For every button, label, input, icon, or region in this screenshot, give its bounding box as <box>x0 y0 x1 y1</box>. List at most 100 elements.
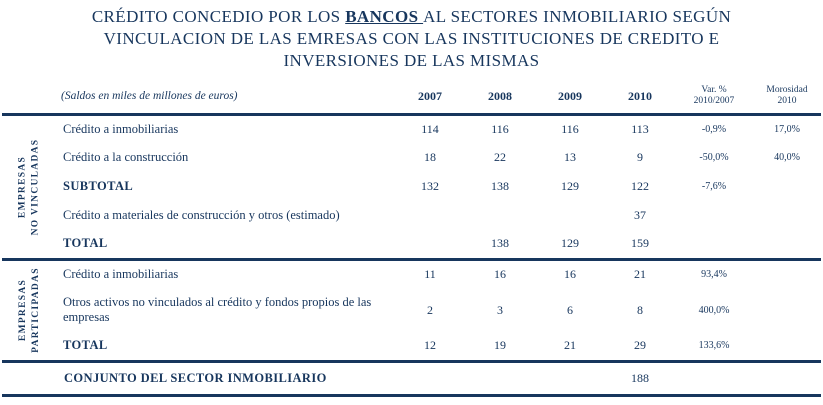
value-cell-2008: 3 <box>497 302 503 317</box>
column-header-morosidad: Morosidad 2010 <box>753 80 821 114</box>
group-label-line1: EMPRESAS <box>17 278 28 342</box>
vertical-label: EMPRESAS NO VINCULADAS <box>2 116 57 258</box>
table-row-total: TOTAL 12 19 21 29 133,6% <box>2 332 821 361</box>
footer-label: CONJUNTO DEL SECTOR INMOBILIARIO <box>64 370 327 385</box>
var-cell: 133,6% <box>698 340 730 352</box>
value-cell-2008: 138 <box>491 179 509 193</box>
var-cell <box>675 361 753 395</box>
row-label: Crédito a inmobiliarias <box>63 266 179 281</box>
var-cell: -0,9% <box>701 123 727 135</box>
value-cell-2008: 19 <box>494 338 506 353</box>
column-header-2009: 2009 <box>558 88 582 103</box>
var-cell: 400,0% <box>698 304 730 316</box>
var-cell <box>675 201 753 230</box>
value-cell-2007: 2 <box>427 302 433 317</box>
row-label: SUBTOTAL <box>63 179 134 193</box>
value-cell-2007: 18 <box>424 150 436 164</box>
page-title: CRÉDITO CONCEDIO POR LOS BANCOS AL SECTO… <box>0 6 823 72</box>
value-cell-2008: 138 <box>491 236 509 251</box>
value-cell-2008 <box>465 361 535 395</box>
title-line-1: CRÉDITO CONCEDIO POR LOS BANCOS AL SECTO… <box>0 6 823 28</box>
morosidad-cell: 17,0% <box>774 123 800 135</box>
vertical-label: EMPRESAS PARTICIPADAS <box>2 261 57 360</box>
group-label-line1: EMPRESAS <box>17 155 28 218</box>
value-cell-2009: 129 <box>561 179 579 193</box>
table-footer-row: CONJUNTO DEL SECTOR INMOBILIARIO 188 <box>2 361 821 395</box>
row-label: Crédito a la construcción <box>63 150 189 164</box>
morosidad-cell <box>753 172 821 201</box>
value-cell-2010: 29 <box>634 338 646 353</box>
table-row-subtotal: SUBTOTAL 132 138 129 122 -7,6% <box>2 172 821 201</box>
value-cell-2009: 116 <box>561 121 579 136</box>
value-cell-2009: 16 <box>564 266 576 281</box>
value-cell-2009: 21 <box>564 338 576 353</box>
group-label-empresas-no-vinculadas: EMPRESAS NO VINCULADAS <box>2 114 57 259</box>
value-cell-2010: 8 <box>637 302 643 317</box>
value-cell-2010: 21 <box>634 266 646 281</box>
title-text-pre: CRÉDITO CONCEDIO POR LOS <box>91 7 346 26</box>
value-cell-2010: 113 <box>631 121 649 136</box>
var-cell: -7,6% <box>701 181 727 192</box>
morosidad-header-line2: 2010 <box>777 96 797 107</box>
morosidad-cell <box>753 230 821 259</box>
value-cell-2010: 37 <box>634 208 646 222</box>
title-text-post: AL SECTORES INMOBILIARIO SEGÚN <box>423 7 732 26</box>
value-cell-2008 <box>465 201 535 230</box>
group-label-line2: NO VINCULADAS <box>30 138 41 235</box>
morosidad-cell <box>753 288 821 332</box>
table-row: EMPRESAS PARTICIPADAS Crédito a inmobili… <box>2 259 821 353</box>
title-bancos-emphasis: BANCOS <box>345 7 424 26</box>
value-cell-2009 <box>535 361 605 395</box>
value-cell-2007 <box>395 201 465 230</box>
value-cell-2009 <box>535 201 605 230</box>
value-cell-2008: 116 <box>491 121 509 136</box>
value-cell-2009: 6 <box>567 302 573 317</box>
morosidad-cell <box>753 201 821 230</box>
table-row-total: TOTAL 138 129 159 <box>2 230 821 259</box>
value-cell-2010: 9 <box>637 150 643 164</box>
header-group-spacer <box>2 80 57 114</box>
column-header-2008: 2008 <box>488 88 512 103</box>
var-cell <box>675 230 753 259</box>
value-cell-2010: 188 <box>631 370 649 385</box>
value-cell-2010: 122 <box>631 179 649 193</box>
var-cell: 93,4% <box>701 268 727 280</box>
var-cell: -50,0% <box>699 152 729 163</box>
table-row: EMPRESAS NO VINCULADAS Crédito a inmobil… <box>2 114 821 235</box>
table-row: Crédito a la construcción 18 22 13 9 -50… <box>2 143 821 172</box>
column-header-2007: 2007 <box>418 88 442 103</box>
value-cell-2007: 12 <box>424 338 436 353</box>
row-label: Crédito a inmobiliarias <box>63 121 179 136</box>
morosidad-cell: 40,0% <box>774 152 800 163</box>
value-cell-2010: 159 <box>631 236 649 251</box>
table-row: Crédito a materiales de construcción y o… <box>2 201 821 230</box>
group-label-line2: PARTICIPADAS <box>30 267 41 353</box>
value-cell-2007 <box>395 361 465 395</box>
row-label: TOTAL <box>63 338 108 353</box>
morosidad-cell <box>753 361 821 395</box>
value-cell-2008: 22 <box>494 150 506 164</box>
value-cell-2007: 114 <box>421 121 439 136</box>
var-header-line2: 2010/2007 <box>693 96 735 107</box>
morosidad-header-line1: Morosidad <box>766 84 808 95</box>
value-cell-2007 <box>395 230 465 259</box>
group-label-empresas-participadas: EMPRESAS PARTICIPADAS <box>2 259 57 361</box>
value-cell-2007: 132 <box>421 179 439 193</box>
row-label: Crédito a materiales de construcción y o… <box>63 208 340 222</box>
title-line-3: INVERSIONES DE LAS MISMAS <box>283 51 540 70</box>
row-label: TOTAL <box>63 236 108 251</box>
value-cell-2009: 13 <box>564 150 576 164</box>
table-caption: (Saldos en miles de millones de euros) <box>61 90 238 103</box>
morosidad-cell <box>753 259 821 288</box>
var-header-line1: Var. % <box>701 84 727 95</box>
title-line-2: VINCULACION DE LAS EMRESAS CON LAS INSTI… <box>103 29 720 48</box>
morosidad-cell <box>753 332 821 361</box>
column-header-var: Var. % 2010/2007 <box>675 80 753 114</box>
table-header-row: (Saldos en miles de millones de euros) 2… <box>2 80 821 114</box>
table-row: Otros activos no vinculados al crédito y… <box>2 288 821 332</box>
value-cell-2009: 129 <box>561 236 579 251</box>
value-cell-2007: 11 <box>424 266 436 281</box>
value-cell-2008: 16 <box>494 266 506 281</box>
row-label: Otros activos no vinculados al crédito y… <box>63 295 372 324</box>
